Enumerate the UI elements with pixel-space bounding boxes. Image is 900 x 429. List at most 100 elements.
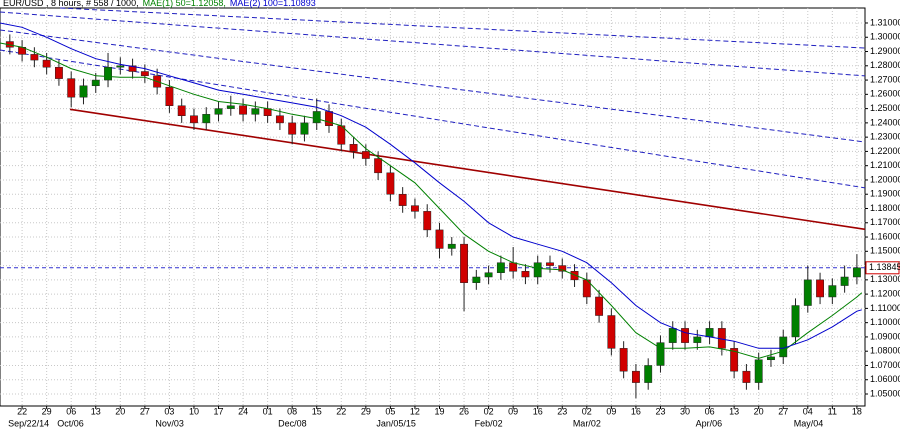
candle-body: [496, 262, 505, 273]
candle-body: [484, 272, 493, 278]
candle-body: [386, 172, 395, 195]
month-label: Mar/02: [573, 418, 601, 428]
x-tick-label: 11: [828, 406, 837, 416]
candle-body: [79, 85, 88, 98]
month-label: Sep/22/14: [8, 418, 49, 428]
y-tick-label: 1.26000: [870, 89, 900, 99]
x-tick-label: 30: [680, 406, 690, 416]
candle-body: [681, 328, 689, 343]
candle-body: [128, 65, 137, 72]
candle-body: [595, 296, 604, 316]
x-tick-label: 10: [189, 406, 199, 416]
header-part: MAE(2) 100=1.10893: [230, 0, 316, 8]
candle-body: [607, 315, 616, 349]
marks: [0, 7, 866, 399]
candle-body: [730, 348, 739, 372]
y-tick-label: 1.19000: [870, 189, 900, 199]
y-tick-label: 1.05000: [870, 388, 900, 398]
x-tick-label: 29: [361, 406, 371, 416]
candle-body: [165, 86, 174, 107]
x-tick-label: 18: [852, 406, 862, 416]
month-label: Oct/06: [57, 418, 84, 428]
y-tick-label: 1.28000: [870, 60, 900, 70]
candle-body: [509, 262, 518, 272]
candle-body: [791, 305, 800, 338]
candle-body: [116, 65, 125, 68]
candle-body: [693, 336, 702, 343]
y-tick-label: 1.27000: [870, 74, 900, 84]
chart-header: EUR/USD , 8 hours, # 558 / 1000, MAE(1) 5…: [3, 0, 316, 8]
y-tick-label: 1.23000: [870, 132, 900, 142]
candle-body: [30, 54, 39, 61]
y-tick-label: 1.12000: [870, 288, 900, 298]
x-tick-label: 02: [582, 406, 592, 416]
x-tick-label: 27: [140, 406, 150, 416]
y-tick-label: 1.16000: [870, 231, 900, 241]
candle-body: [54, 66, 63, 79]
month-label: Jan/05/15: [376, 418, 416, 428]
moving-average: [0, 42, 863, 359]
x-tick-label: 26: [459, 406, 469, 416]
y-tick-label: 1.20000: [870, 174, 900, 184]
x-tick-label: 13: [729, 406, 739, 416]
x-tick-label: 24: [238, 406, 248, 416]
candle-body: [214, 108, 223, 115]
y-tick-label: 1.21000: [870, 160, 900, 170]
x-tick-label: 12: [410, 406, 420, 416]
grid: [0, 8, 865, 406]
x-tick-label: 09: [606, 406, 616, 416]
y-tick-label: 1.22000: [870, 146, 900, 156]
trend-line: [69, 108, 866, 231]
candle-body: [840, 276, 849, 286]
candle-body: [411, 205, 419, 212]
x-tick-label: 06: [705, 406, 715, 416]
candle-body: [275, 115, 284, 124]
x-tick-label: 16: [533, 406, 543, 416]
y-tick-label: 1.15000: [870, 246, 900, 256]
trend-line: [0, 11, 866, 77]
candle-body: [668, 328, 677, 343]
candle-body: [177, 105, 186, 116]
y-tick-label: 1.11000: [870, 303, 900, 313]
candle-body: [644, 365, 653, 383]
candle-body: [558, 265, 567, 272]
candle-body: [104, 66, 112, 81]
candle-body: [251, 108, 260, 115]
candle-body: [472, 276, 481, 283]
candle-body: [631, 370, 640, 383]
candle-body: [656, 342, 665, 366]
y-tick-label: 1.30000: [870, 32, 900, 42]
candle-body: [140, 71, 149, 77]
trend-line: [0, 29, 866, 143]
labels: 1.05000 1.06000 1.07000 1.08000 1.09000 1.100…: [8, 17, 900, 428]
candle-body: [546, 262, 554, 266]
candle-body: [325, 111, 333, 126]
candle-body: [226, 105, 235, 109]
x-tick-label: 20: [754, 406, 764, 416]
candle-body: [521, 271, 530, 278]
moving-average: [0, 22, 862, 349]
y-tick-label: 1.24000: [870, 117, 900, 127]
y-tick-label: 1.10000: [870, 317, 900, 327]
candle-body: [361, 151, 370, 159]
x-tick-label: 08: [287, 406, 297, 416]
x-tick-label: 01: [263, 406, 273, 416]
month-label: Apr/06: [696, 418, 723, 428]
x-tick-label: 23: [655, 406, 665, 416]
x-tick-label: 15: [312, 406, 322, 416]
candle-body: [190, 115, 198, 124]
candle-body: [91, 79, 100, 87]
candle-body: [619, 348, 628, 372]
header-part: EUR/USD , 8 hours, # 558 / 1000,: [3, 0, 139, 8]
x-tick-label: 17: [214, 406, 224, 416]
y-tick-label: 1.17000: [870, 217, 900, 227]
x-tick-label: 20: [115, 406, 125, 416]
candle-body: [460, 243, 468, 283]
x-tick-label: 29: [42, 406, 52, 416]
y-tick-label: 1.08000: [870, 346, 900, 356]
y-tick-label: 1.18000: [870, 203, 900, 213]
candle-body: [816, 279, 825, 298]
month-label: Feb/02: [475, 418, 503, 428]
